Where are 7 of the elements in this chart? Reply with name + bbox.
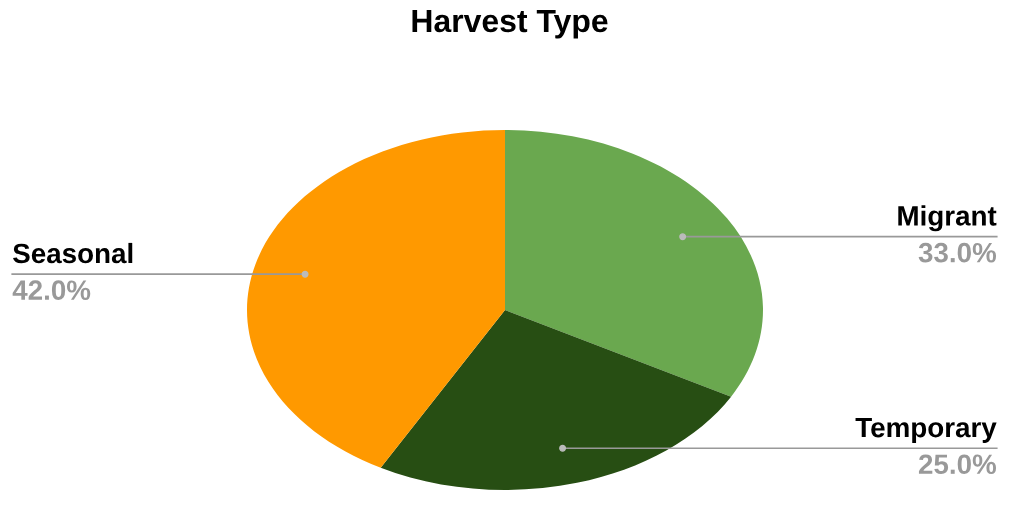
- data-label: 25.0%: [918, 454, 997, 475]
- chart-title: Harvest Type: [412, 9, 608, 39]
- slice-label: Migrant: [898, 205, 997, 232]
- data-label: 33.0%: [918, 242, 997, 263]
- slice-label: Seasonal: [13, 242, 133, 264]
- data-label: 42.0%: [12, 280, 91, 300]
- slice-label: Temporary: [855, 418, 997, 443]
